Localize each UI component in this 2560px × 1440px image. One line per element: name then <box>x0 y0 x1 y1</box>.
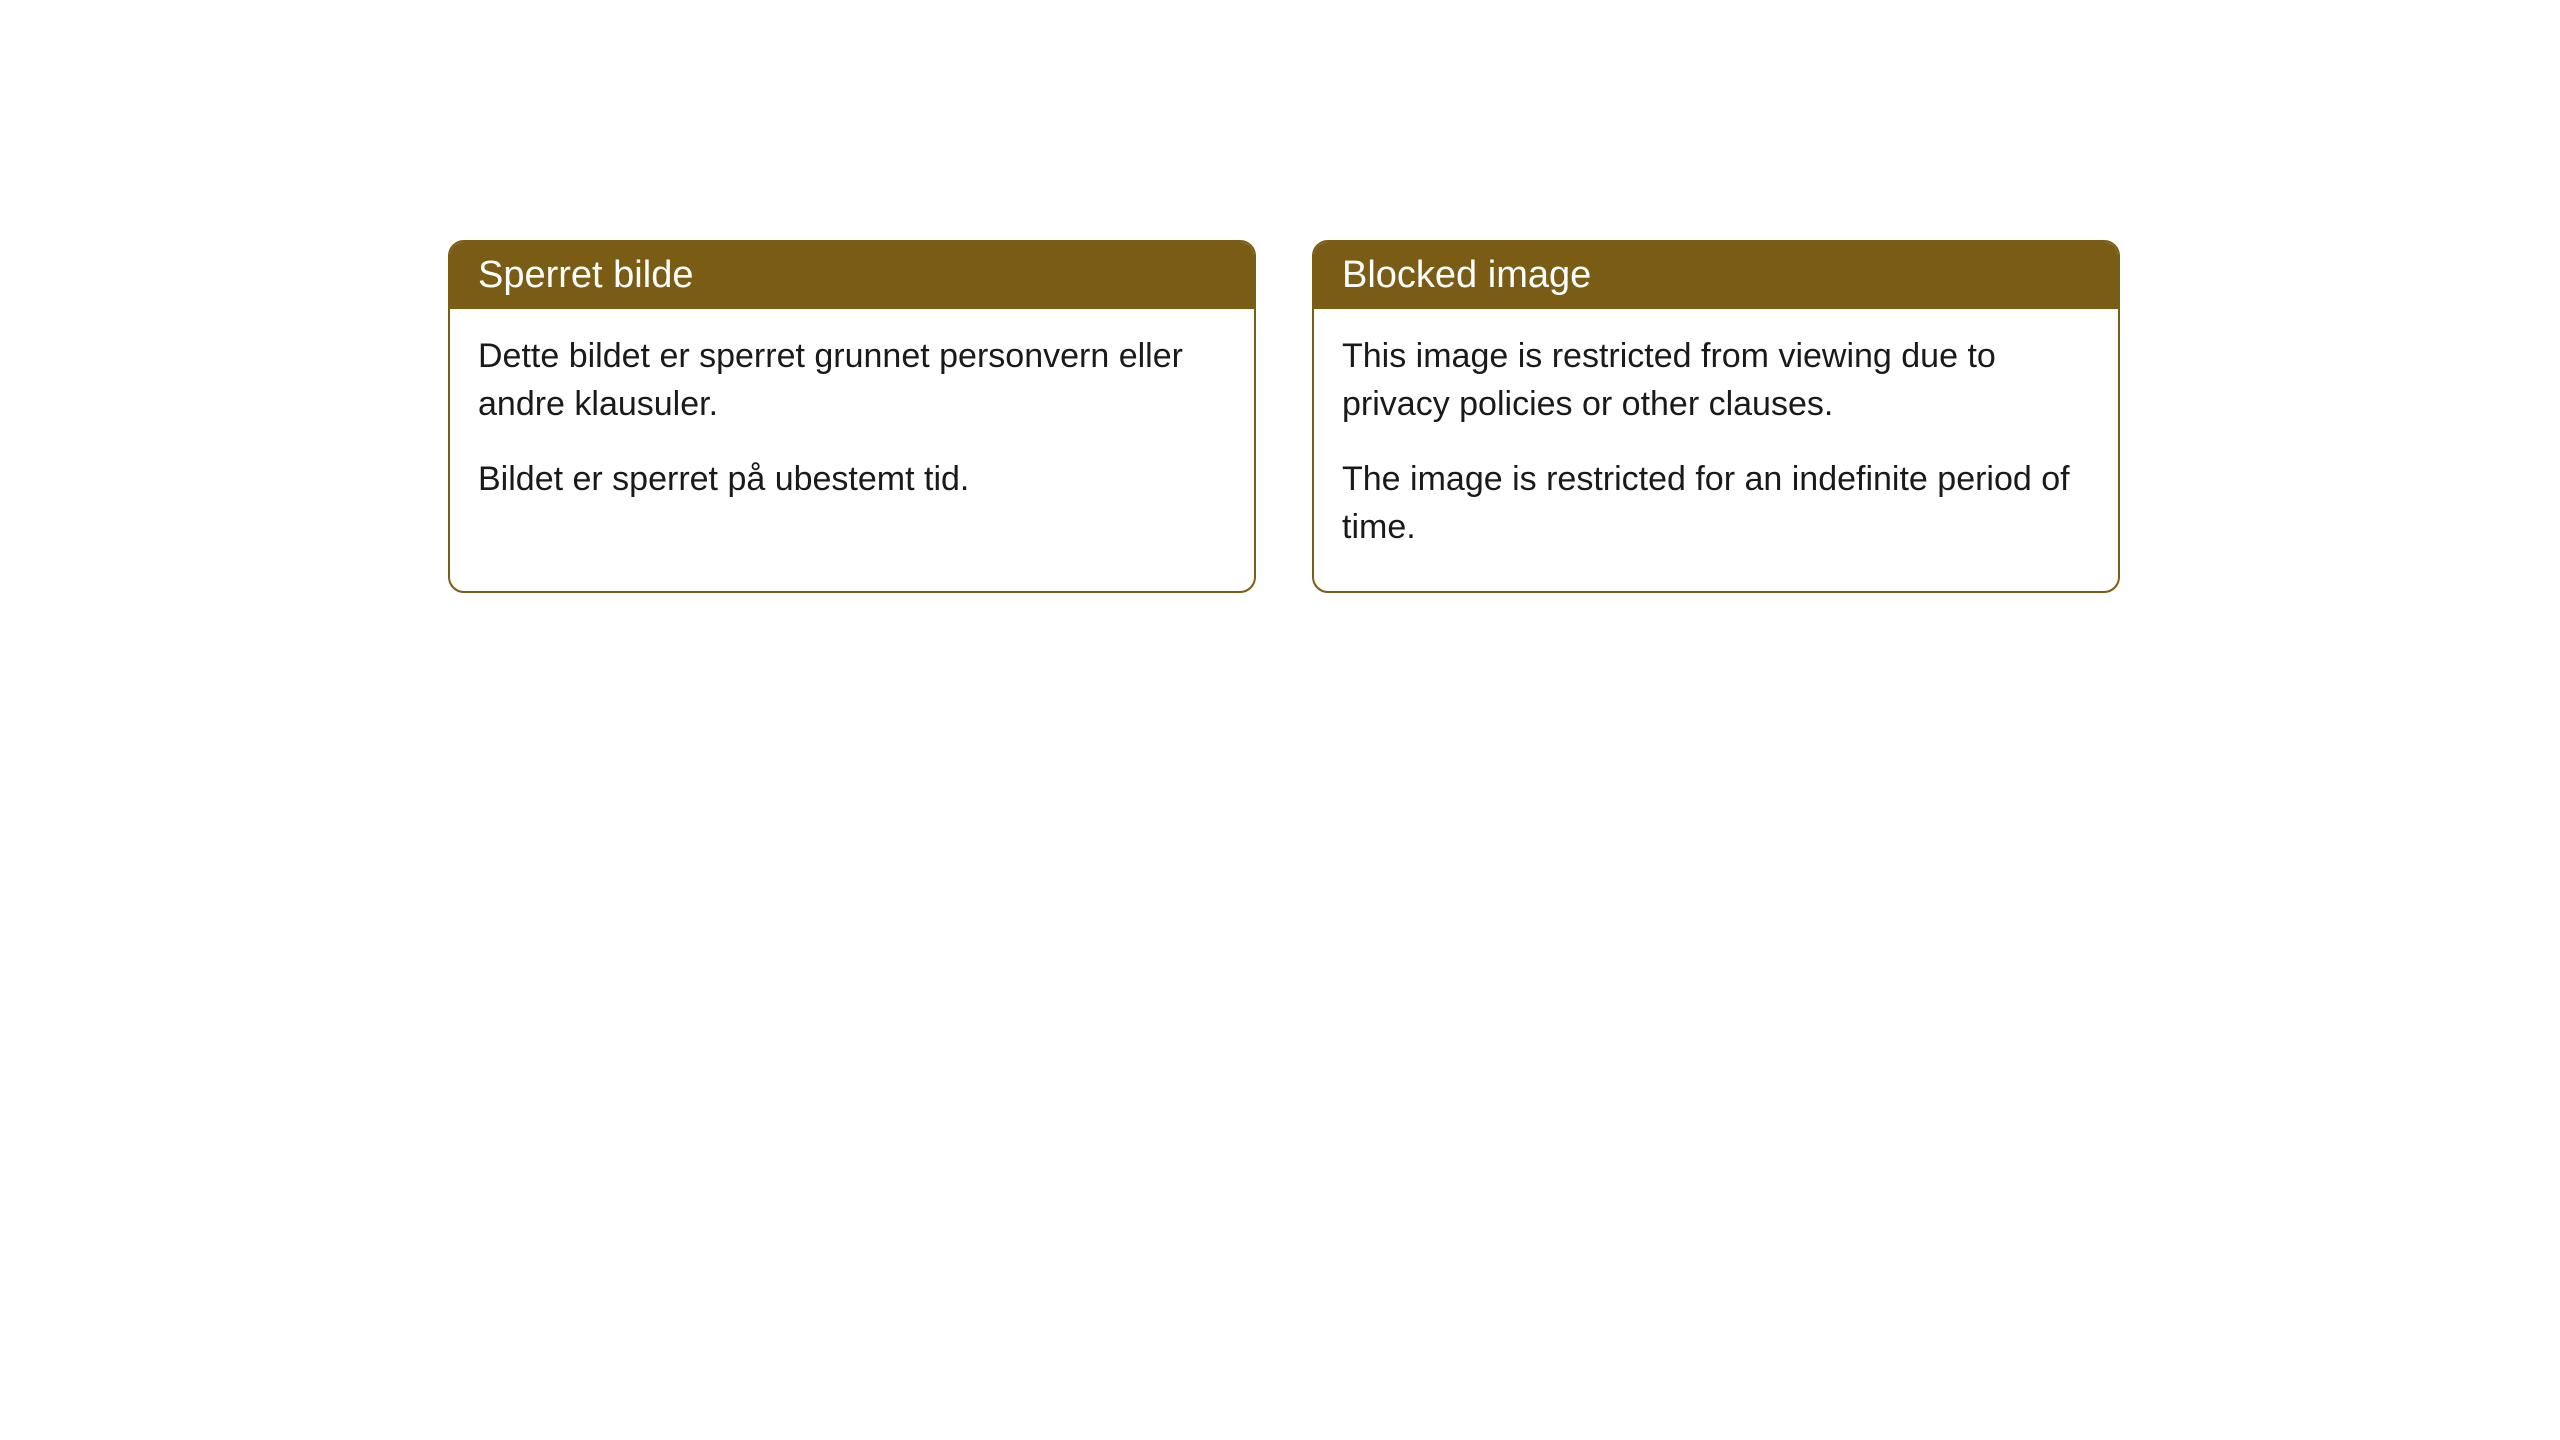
card-paragraph-1-norwegian: Dette bildet er sperret grunnet personve… <box>478 333 1226 428</box>
card-header-norwegian: Sperret bilde <box>450 242 1254 309</box>
blocked-image-card-english: Blocked image This image is restricted f… <box>1312 240 2120 593</box>
blocked-image-card-norwegian: Sperret bilde Dette bildet er sperret gr… <box>448 240 1256 593</box>
card-paragraph-2-norwegian: Bildet er sperret på ubestemt tid. <box>478 456 1226 504</box>
card-title-english: Blocked image <box>1342 254 1591 296</box>
cards-container: Sperret bilde Dette bildet er sperret gr… <box>448 240 2120 593</box>
card-title-norwegian: Sperret bilde <box>478 254 693 296</box>
card-paragraph-2-english: The image is restricted for an indefinit… <box>1342 456 2090 551</box>
card-body-norwegian: Dette bildet er sperret grunnet personve… <box>450 309 1254 544</box>
card-header-english: Blocked image <box>1314 242 2118 309</box>
card-body-english: This image is restricted from viewing du… <box>1314 309 2118 591</box>
card-paragraph-1-english: This image is restricted from viewing du… <box>1342 333 2090 428</box>
